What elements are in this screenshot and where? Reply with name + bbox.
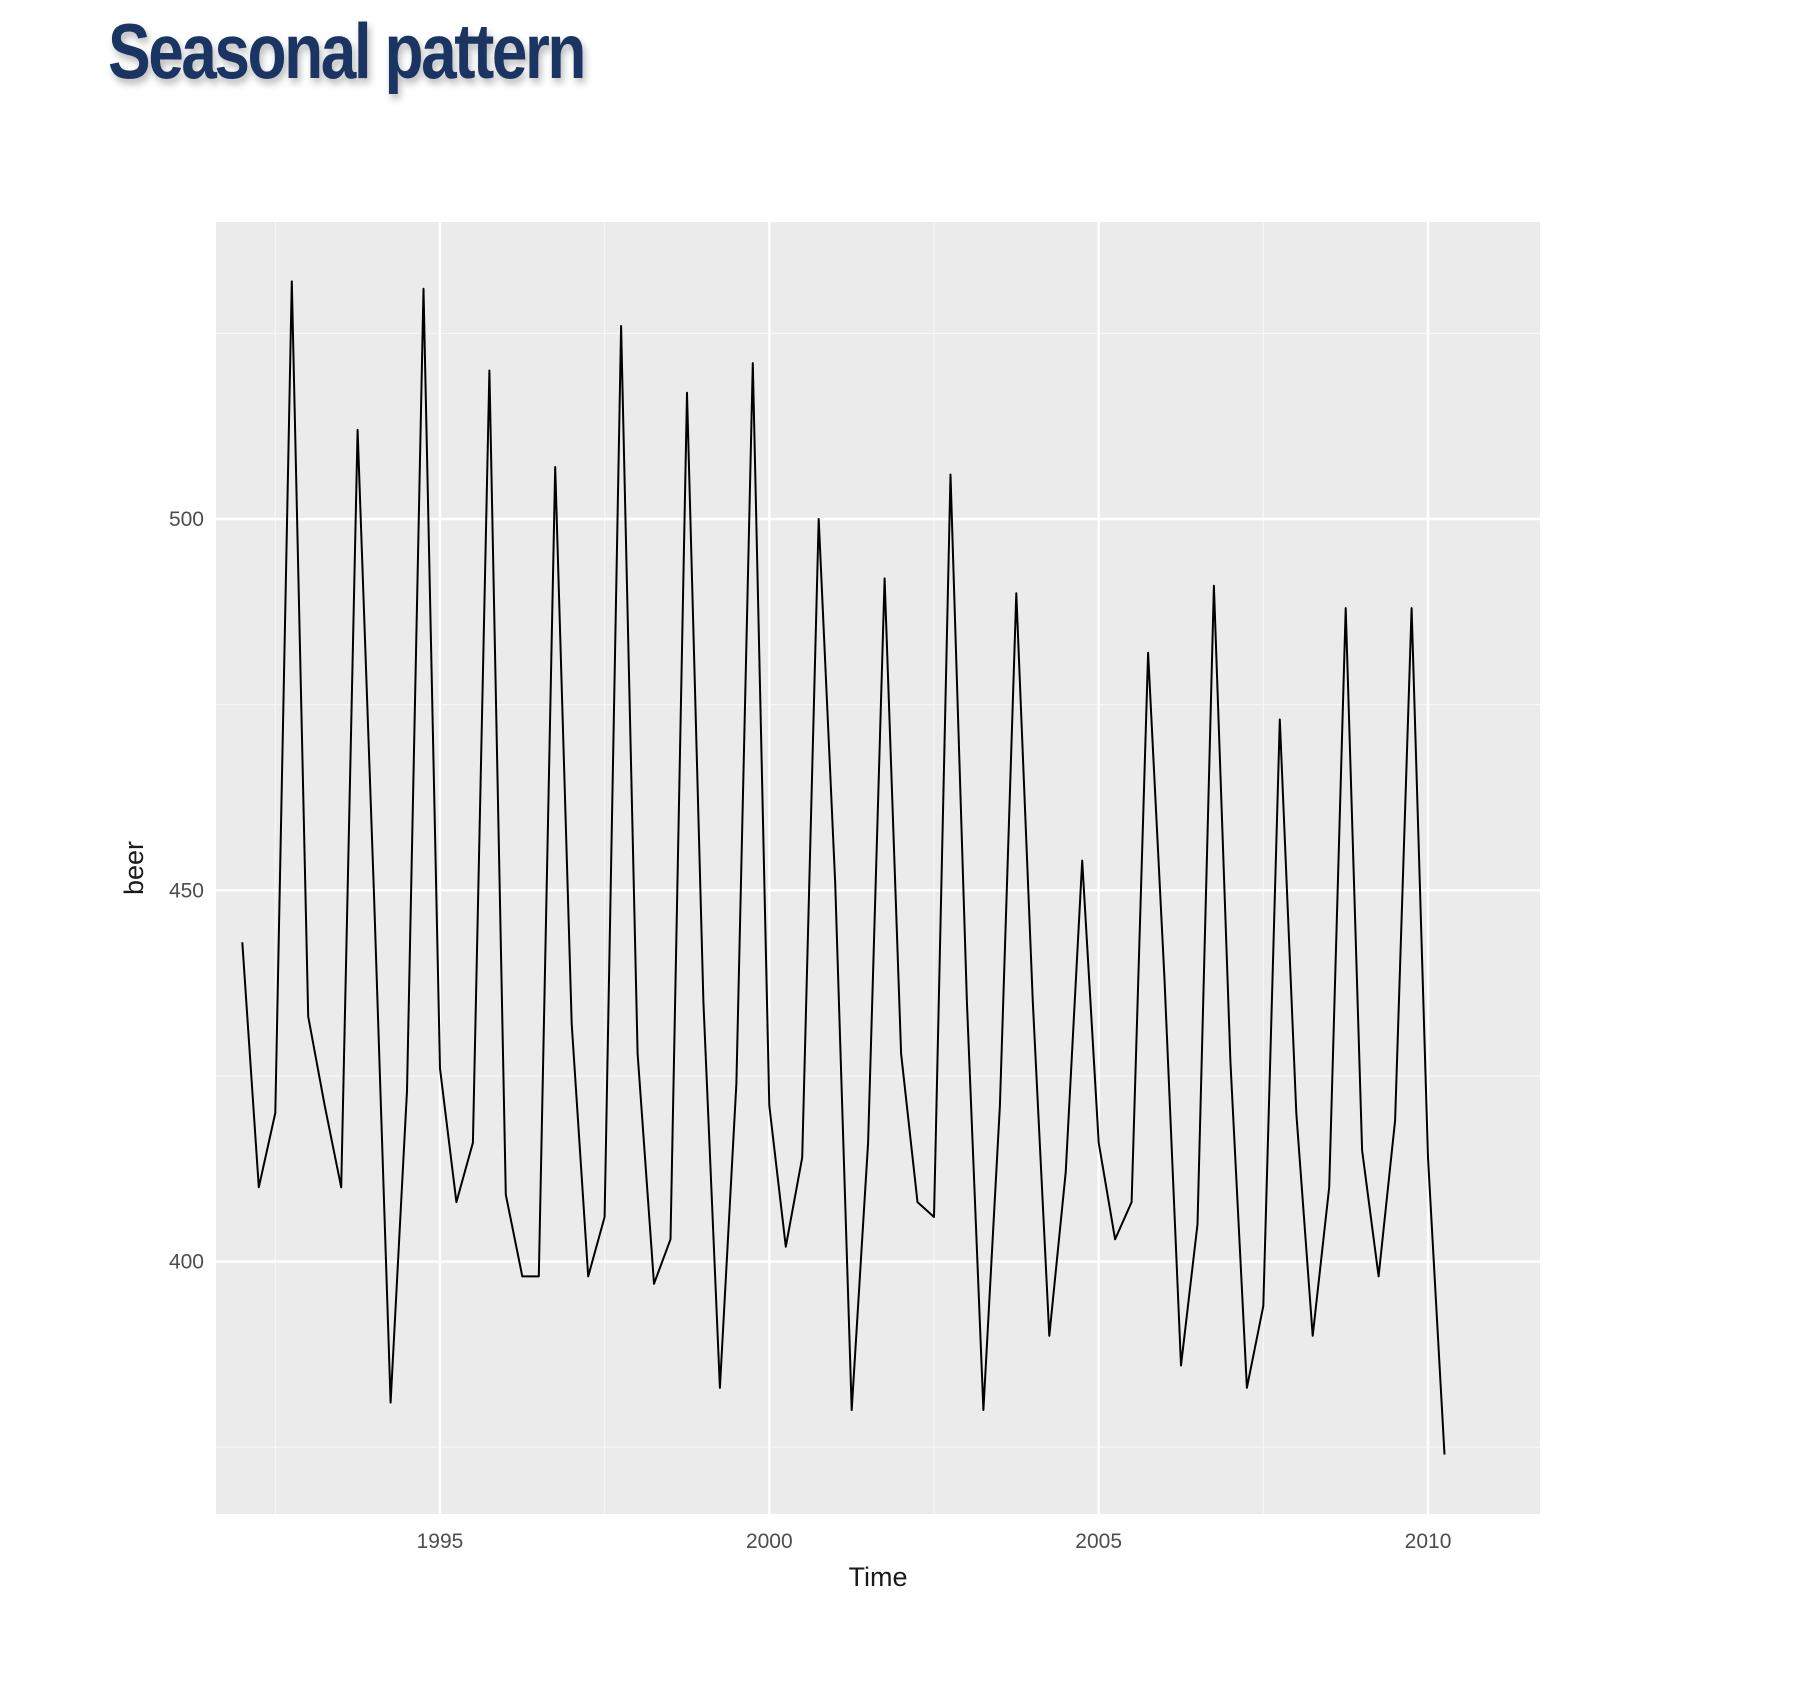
- x-tick-label: 2005: [1075, 1530, 1122, 1553]
- y-tick-label: 450: [169, 879, 204, 902]
- major-gridlines: [216, 222, 1540, 1514]
- x-axis-title: Time: [849, 1562, 908, 1592]
- series-layer: [241, 280, 1446, 1455]
- x-tick-label: 2010: [1405, 1530, 1452, 1553]
- x-tick-label: 1995: [417, 1530, 464, 1553]
- x-tick-label: 2000: [746, 1530, 793, 1553]
- series-line-0: [241, 280, 1446, 1455]
- plot-panel: [216, 222, 1540, 1514]
- y-axis-title: beer: [119, 841, 149, 895]
- y-tick-label: 500: [169, 508, 204, 531]
- minor-gridlines: [216, 222, 1540, 1514]
- y-axis-tick-labels: 400 450 500: [169, 508, 204, 1274]
- y-tick-label: 400: [169, 1251, 204, 1274]
- slide-title: Seasonal pattern: [108, 7, 587, 95]
- x-axis-tick-labels: 1995 2000 2005 2010: [417, 1530, 1452, 1553]
